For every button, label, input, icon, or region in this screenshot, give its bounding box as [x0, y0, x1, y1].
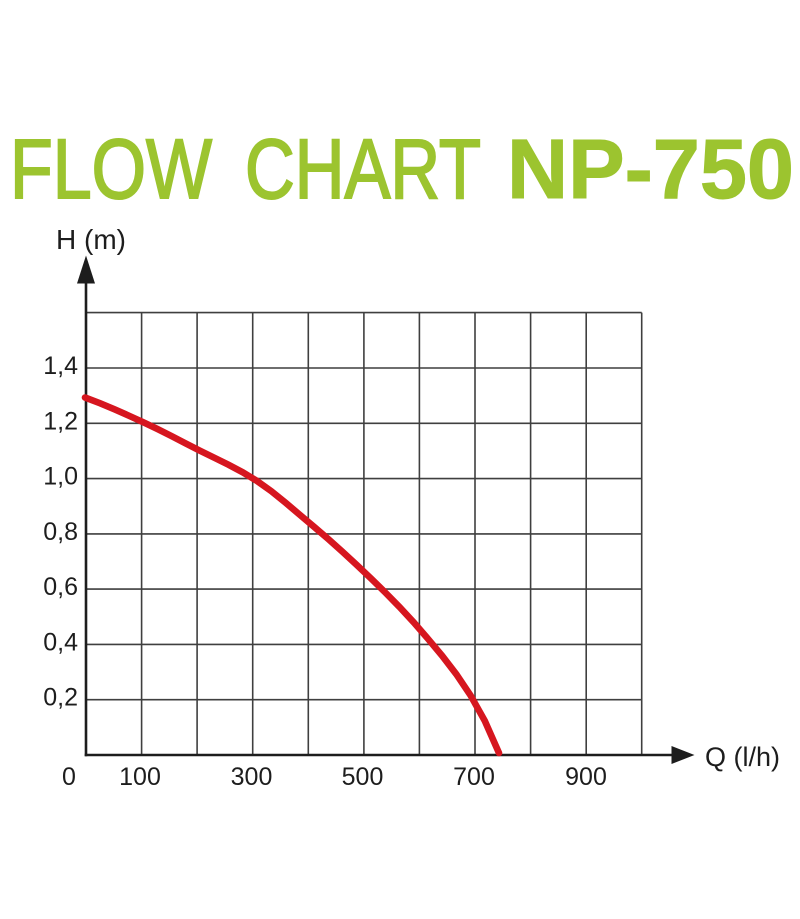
svg-text:1,0: 1,0 — [43, 463, 78, 491]
svg-text:0: 0 — [62, 763, 76, 791]
svg-text:FLOW: FLOW — [10, 122, 212, 216]
svg-text:0,6: 0,6 — [43, 573, 78, 601]
svg-text:Q (l/h): Q (l/h) — [705, 742, 780, 772]
svg-text:300: 300 — [231, 763, 273, 791]
svg-text:0,4: 0,4 — [43, 628, 78, 656]
svg-text:700: 700 — [453, 763, 495, 791]
svg-text:900: 900 — [565, 763, 607, 791]
svg-text:NP-750: NP-750 — [507, 122, 794, 216]
svg-text:0,8: 0,8 — [43, 518, 78, 546]
svg-text:0,2: 0,2 — [43, 684, 78, 712]
svg-text:CHART: CHART — [245, 122, 481, 216]
svg-text:500: 500 — [342, 763, 384, 791]
svg-text:100: 100 — [119, 763, 161, 791]
svg-text:H (m): H (m) — [56, 224, 126, 255]
svg-text:1,2: 1,2 — [43, 407, 78, 435]
svg-text:1,4: 1,4 — [43, 352, 78, 380]
